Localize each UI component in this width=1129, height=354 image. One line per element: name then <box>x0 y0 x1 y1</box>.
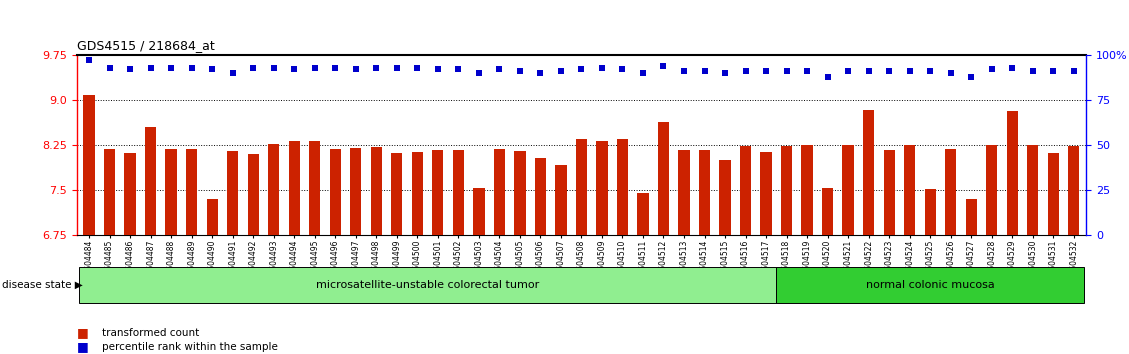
Bar <box>268 144 279 235</box>
Bar <box>227 151 238 235</box>
Bar <box>186 149 198 235</box>
Bar <box>822 188 833 235</box>
Bar <box>638 193 649 235</box>
Text: microsatellite-unstable colorectal tumor: microsatellite-unstable colorectal tumor <box>316 280 540 290</box>
Bar <box>493 149 505 235</box>
Bar <box>945 149 956 235</box>
Bar <box>309 141 321 235</box>
Bar <box>453 150 464 235</box>
Text: transformed count: transformed count <box>102 328 199 338</box>
Bar <box>576 139 587 235</box>
Bar <box>84 95 95 235</box>
Bar <box>781 146 793 235</box>
Bar <box>432 150 444 235</box>
Bar <box>1068 146 1079 235</box>
Bar <box>719 160 730 235</box>
Bar <box>145 127 156 235</box>
Bar <box>247 154 259 235</box>
Bar <box>1027 145 1039 235</box>
Bar <box>802 145 813 235</box>
Bar <box>965 199 977 235</box>
Bar <box>555 165 567 235</box>
Bar <box>473 188 484 235</box>
Bar <box>761 152 772 235</box>
Text: disease state ▶: disease state ▶ <box>2 280 84 290</box>
Bar <box>514 151 525 235</box>
Bar <box>986 145 997 235</box>
Bar <box>1007 111 1018 235</box>
Text: normal colonic mucosa: normal colonic mucosa <box>866 280 995 290</box>
Text: GDS4515 / 218684_at: GDS4515 / 218684_at <box>77 39 215 52</box>
Bar <box>289 141 300 235</box>
Bar <box>904 145 916 235</box>
Bar <box>104 149 115 235</box>
Text: ■: ■ <box>77 326 88 339</box>
Text: percentile rank within the sample: percentile rank within the sample <box>102 342 278 352</box>
Bar <box>679 150 690 235</box>
Bar <box>596 141 607 235</box>
Bar <box>124 153 135 235</box>
Bar <box>166 149 177 235</box>
Bar <box>1048 153 1059 235</box>
Bar <box>739 146 751 235</box>
Bar <box>699 150 710 235</box>
Bar <box>350 148 361 235</box>
Bar <box>370 147 382 235</box>
Bar <box>863 110 874 235</box>
Bar <box>535 158 546 235</box>
Bar <box>842 145 854 235</box>
Bar <box>391 153 402 235</box>
Bar <box>658 122 669 235</box>
Bar <box>925 189 936 235</box>
Text: ■: ■ <box>77 341 88 353</box>
Bar <box>616 139 628 235</box>
Bar <box>884 150 895 235</box>
Bar <box>412 152 423 235</box>
Bar <box>207 199 218 235</box>
Bar <box>330 149 341 235</box>
